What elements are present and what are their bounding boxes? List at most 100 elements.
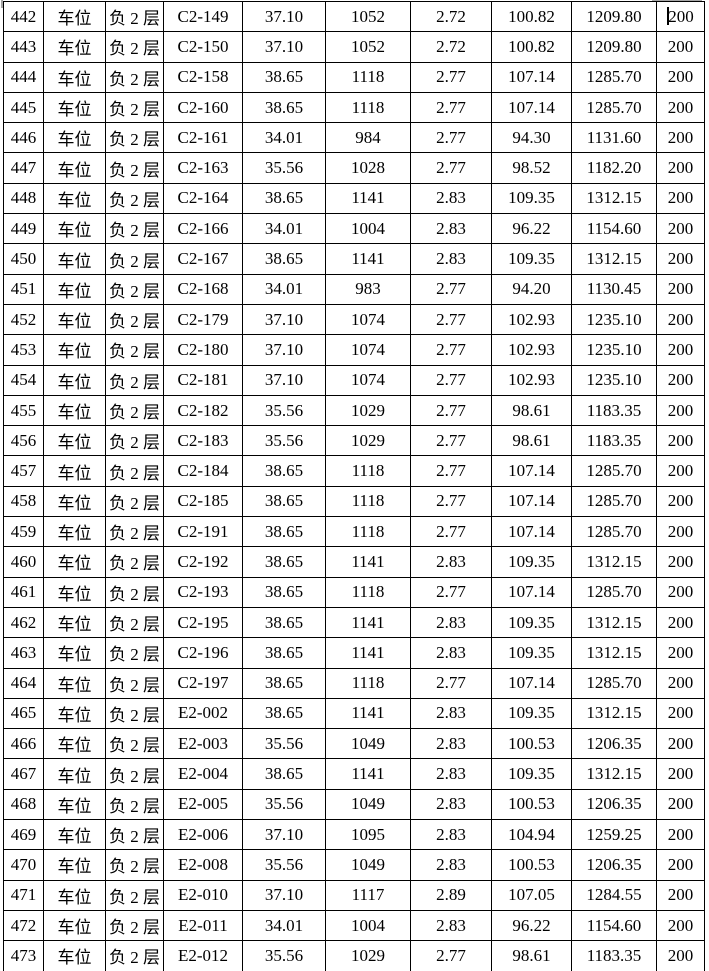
table-cell[interactable]: 452 (3, 303, 44, 336)
table-cell[interactable]: 1312.15 (571, 243, 657, 275)
table-cell[interactable]: 455 (3, 394, 44, 427)
table-cell[interactable]: 车位 (43, 455, 106, 487)
table-cell[interactable]: 200 (656, 31, 705, 63)
table-cell[interactable]: 467 (3, 758, 44, 790)
table-cell[interactable]: 37.10 (242, 364, 326, 396)
table-cell[interactable]: 472 (3, 909, 44, 942)
table-cell[interactable]: 1130.45 (571, 273, 657, 305)
table-cell[interactable]: 车位 (43, 606, 106, 639)
table-cell[interactable]: C2-195 (163, 606, 243, 639)
table-cell[interactable]: 98.52 (491, 152, 572, 184)
table-cell[interactable]: 1052 (325, 31, 411, 63)
table-cell[interactable]: 460 (3, 546, 44, 578)
table-cell[interactable]: C2-192 (163, 546, 243, 578)
table-cell[interactable]: 车位 (43, 788, 106, 821)
table-cell[interactable]: 38.65 (242, 637, 326, 669)
table-cell[interactable]: 1209.80 (571, 31, 657, 63)
table-cell[interactable]: 车位 (43, 485, 106, 518)
table-cell[interactable]: 37.10 (242, 0, 326, 33)
table-cell[interactable]: 1285.70 (571, 516, 657, 548)
table-cell[interactable]: 1312.15 (571, 637, 657, 669)
table-cell[interactable]: E2-012 (163, 940, 243, 971)
table-cell[interactable]: 37.10 (242, 879, 326, 911)
table-cell[interactable]: 37.10 (242, 334, 326, 366)
table-cell[interactable]: 2.77 (410, 516, 492, 548)
table-cell[interactable]: 100.53 (491, 728, 572, 760)
table-cell[interactable]: 负 2 层 (105, 849, 164, 881)
table-cell[interactable]: 200 (656, 546, 705, 578)
table-cell[interactable]: 446 (3, 122, 44, 154)
table-cell[interactable]: 2.83 (410, 819, 492, 851)
table-cell[interactable]: 负 2 层 (105, 91, 164, 124)
table-cell[interactable]: 2.77 (410, 122, 492, 154)
table-cell[interactable]: 2.83 (410, 182, 492, 215)
table-cell[interactable]: 37.10 (242, 303, 326, 336)
table-cell[interactable]: 107.14 (491, 516, 572, 548)
table-cell[interactable]: 109.35 (491, 758, 572, 790)
table-cell[interactable]: 107.14 (491, 667, 572, 699)
table-cell[interactable]: 车位 (43, 122, 106, 154)
table-cell[interactable]: 1141 (325, 546, 411, 578)
table-cell[interactable]: 200 (656, 61, 705, 93)
table-cell[interactable]: C2-185 (163, 485, 243, 518)
table-cell[interactable]: 1235.10 (571, 334, 657, 366)
table-cell[interactable]: 负 2 层 (105, 394, 164, 427)
table-cell[interactable]: 473 (3, 940, 44, 971)
table-cell[interactable]: 94.30 (491, 122, 572, 154)
table-cell[interactable]: 470 (3, 849, 44, 881)
table-cell[interactable]: 负 2 层 (105, 61, 164, 93)
table-cell[interactable]: 984 (325, 122, 411, 154)
table-cell[interactable]: 2.77 (410, 61, 492, 93)
table-cell[interactable]: 104.94 (491, 819, 572, 851)
table-cell[interactable]: 444 (3, 61, 44, 93)
table-cell[interactable]: 车位 (43, 91, 106, 124)
table-cell[interactable]: 447 (3, 152, 44, 184)
table-cell[interactable]: 1183.35 (571, 394, 657, 427)
table-cell[interactable]: 450 (3, 243, 44, 275)
table-cell[interactable]: 1182.20 (571, 152, 657, 184)
table-cell[interactable]: 负 2 层 (105, 213, 164, 245)
table-cell[interactable]: E2-008 (163, 849, 243, 881)
table-cell[interactable]: 107.14 (491, 455, 572, 487)
table-cell[interactable]: 102.93 (491, 303, 572, 336)
table-cell[interactable]: C2-184 (163, 455, 243, 487)
table-cell[interactable]: 车位 (43, 909, 106, 942)
table-cell[interactable]: 负 2 层 (105, 455, 164, 487)
table-cell[interactable]: C2-160 (163, 91, 243, 124)
table-cell[interactable]: C2-166 (163, 213, 243, 245)
table-cell[interactable]: 96.22 (491, 213, 572, 245)
table-cell[interactable]: 469 (3, 819, 44, 851)
table-cell[interactable]: 车位 (43, 637, 106, 669)
table-cell[interactable]: 1235.10 (571, 364, 657, 396)
table-cell[interactable]: 200 (656, 182, 705, 215)
table-cell[interactable]: 34.01 (242, 122, 326, 154)
table-cell[interactable]: 200 (656, 122, 705, 154)
table-cell[interactable]: 107.14 (491, 61, 572, 93)
table-cell[interactable]: 38.65 (242, 606, 326, 639)
table-cell[interactable]: 38.65 (242, 667, 326, 699)
table-cell[interactable]: 1312.15 (571, 182, 657, 215)
table-cell[interactable]: 442 (3, 0, 44, 33)
table-cell[interactable]: 38.65 (242, 758, 326, 790)
table-cell[interactable]: 98.61 (491, 425, 572, 457)
table-cell[interactable]: 车位 (43, 758, 106, 790)
table-cell[interactable]: 车位 (43, 213, 106, 245)
table-cell[interactable]: 2.83 (410, 546, 492, 578)
table-cell[interactable]: 车位 (43, 364, 106, 396)
table-cell[interactable]: 1074 (325, 364, 411, 396)
table-cell[interactable]: 1312.15 (571, 697, 657, 730)
table-cell[interactable]: 负 2 层 (105, 516, 164, 548)
table-cell[interactable]: 2.77 (410, 576, 492, 608)
table-cell[interactable]: 454 (3, 364, 44, 396)
table-cell[interactable]: 200 (656, 940, 705, 971)
table-cell[interactable]: 负 2 层 (105, 152, 164, 184)
table-cell[interactable]: 负 2 层 (105, 788, 164, 821)
table-cell[interactable]: 1141 (325, 758, 411, 790)
table-cell[interactable]: E2-010 (163, 879, 243, 911)
table-cell[interactable]: 2.77 (410, 334, 492, 366)
table-cell[interactable]: 38.65 (242, 697, 326, 730)
table-cell[interactable]: 2.83 (410, 637, 492, 669)
table-cell[interactable]: 2.77 (410, 91, 492, 124)
table-cell[interactable]: 车位 (43, 819, 106, 851)
table-cell[interactable]: 1049 (325, 849, 411, 881)
